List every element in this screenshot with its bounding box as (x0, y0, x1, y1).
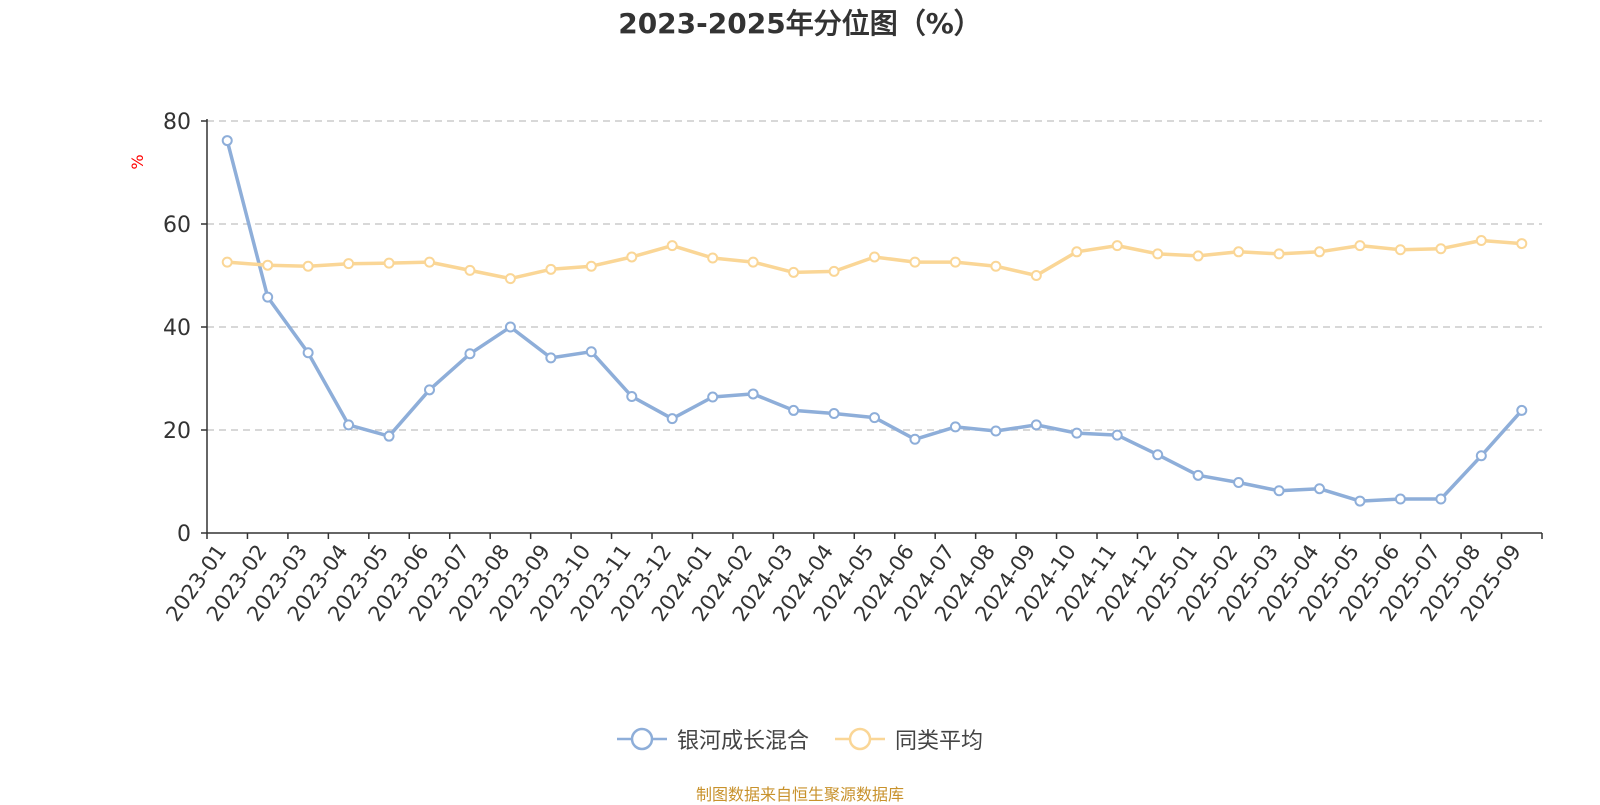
data-point (1152, 449, 1164, 461)
data-point (1192, 469, 1204, 481)
legend-item-2[interactable]: 同类平均 (835, 723, 983, 755)
data-point (788, 266, 800, 278)
data-point (990, 425, 1002, 437)
legend-label: 银河成长混合 (676, 729, 809, 754)
data-point (383, 430, 395, 442)
data-point (869, 251, 880, 263)
data-point (545, 352, 557, 364)
data-point (1354, 240, 1366, 252)
data-point (585, 260, 597, 272)
data-point (1475, 234, 1487, 246)
data-point (949, 256, 961, 268)
data-point (1394, 493, 1406, 505)
data-point (1071, 246, 1083, 258)
chart-title: 2023-2025年分位图（%） (618, 7, 982, 40)
legend: 银河成长混合 同类平均 (0, 722, 1600, 756)
data-point (343, 419, 355, 431)
y-tick-label: 80 (163, 110, 191, 135)
data-point (1273, 485, 1285, 497)
data-point (909, 256, 921, 268)
data-point (626, 391, 638, 403)
data-point (221, 135, 233, 147)
y-tick-label: 40 (163, 316, 191, 341)
data-point (1030, 419, 1042, 431)
data-point (747, 388, 759, 400)
data-point (788, 404, 800, 416)
data-point (747, 256, 759, 268)
data-point (424, 256, 435, 268)
data-point (1233, 477, 1245, 489)
data-point (504, 321, 516, 333)
data-point (585, 346, 597, 358)
y-axis-unit-label: % (128, 154, 147, 169)
legend-item-1[interactable]: 银河成长混合 (616, 723, 809, 755)
data-point (626, 251, 638, 263)
data-point (221, 256, 233, 268)
legend-circle (848, 727, 872, 751)
data-point (1354, 495, 1366, 507)
data-point (262, 291, 274, 303)
data-point (828, 408, 840, 420)
y-tick-label: 20 (163, 419, 191, 444)
data-point (1475, 450, 1487, 462)
data-point (1152, 248, 1164, 260)
data-point (545, 263, 557, 275)
axes: 0204060802023-012023-022023-032023-04202… (161, 110, 1543, 626)
data-point (1233, 246, 1245, 258)
data-point (1192, 250, 1204, 262)
legend-circle (630, 727, 654, 751)
data-point (869, 412, 880, 424)
y-tick-label: 60 (163, 213, 191, 238)
data-point (1516, 238, 1528, 250)
data-point (909, 433, 921, 445)
source-note: 制图数据来自恒生聚源数据库 (695, 785, 904, 804)
data-point (424, 384, 435, 396)
series-line-1 (225, 140, 1524, 503)
gridlines (207, 120, 1542, 431)
data-point (343, 258, 355, 270)
data-point (1273, 248, 1285, 260)
data-point (990, 260, 1002, 272)
y-tick-label: 0 (177, 522, 191, 547)
data-point (707, 391, 719, 403)
data-point (262, 259, 274, 271)
data-point (828, 265, 840, 277)
series-lines (221, 135, 1528, 507)
data-point (464, 264, 476, 276)
data-point (1314, 483, 1325, 495)
data-point (707, 252, 719, 264)
data-point (1516, 404, 1528, 416)
data-point (504, 273, 516, 285)
data-point (666, 413, 678, 425)
legend-label: 同类平均 (895, 729, 984, 754)
data-point (302, 347, 314, 359)
data-point (1394, 244, 1406, 256)
data-point (1071, 427, 1083, 439)
data-point (464, 348, 476, 360)
data-point (1030, 270, 1042, 281)
data-point (1111, 429, 1123, 441)
data-point (666, 240, 678, 252)
data-point (383, 257, 395, 269)
legend-marker-icon (835, 727, 885, 751)
data-point (1111, 240, 1123, 252)
legend-marker-icon (616, 727, 667, 751)
data-point (1435, 243, 1447, 255)
data-point (302, 260, 314, 272)
data-point (949, 421, 961, 433)
data-point (1314, 246, 1325, 258)
data-point (1435, 493, 1447, 505)
